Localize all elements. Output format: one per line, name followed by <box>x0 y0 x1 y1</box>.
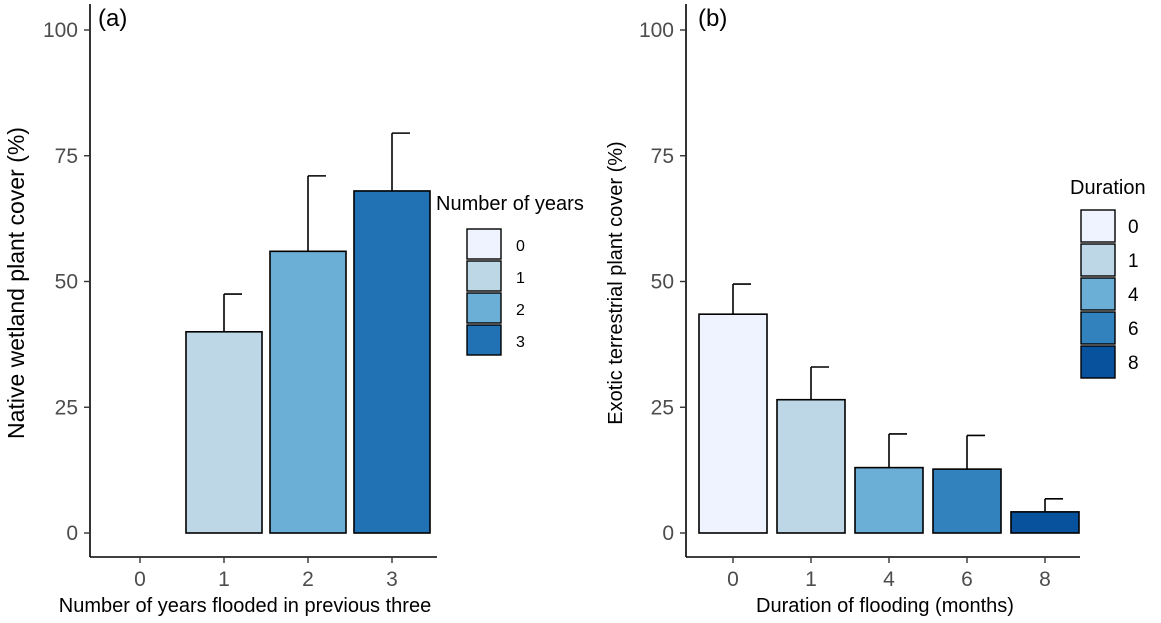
panel-b-legend-label: 8 <box>1128 353 1139 374</box>
panel-b-legend-key-8 <box>1080 345 1116 379</box>
panel-a-x-tick-label: 3 <box>386 568 398 591</box>
panel-b-y-tick-label: 100 <box>639 19 674 42</box>
panel-b-x-tick-label: 0 <box>727 568 739 591</box>
panel-b-x-tick-label: 1 <box>805 568 817 591</box>
panel-b-legend-label: 0 <box>1128 217 1139 238</box>
panel-b-y-tick-label: 0 <box>662 522 674 545</box>
panel-a-y-tick-label: 75 <box>55 145 78 168</box>
panel-b-legend-key-4 <box>1080 277 1116 311</box>
panel-a-legend-key-2 <box>466 292 502 324</box>
panel-b-bar-6 <box>932 468 1002 534</box>
panel-b-legend-key-6 <box>1080 311 1116 345</box>
panel-b-x-tick-label: 4 <box>883 568 895 591</box>
panel-b-y-tick-label: 50 <box>651 271 674 294</box>
panel-b-x-tick-label: 8 <box>1039 568 1051 591</box>
panel-a-x-tick-label: 1 <box>218 568 230 591</box>
panel-a-legend: Number of years 0 1 2 3 <box>436 193 584 356</box>
panel-a-bar-3 <box>353 190 431 534</box>
panel-b-legend-title: Duration <box>1070 177 1146 199</box>
panel-a-y-axis-title: Native wetland plant cover (%) <box>3 127 29 439</box>
panel-b-y-tick-label: 75 <box>651 145 674 168</box>
panel-b-bar-0 <box>698 313 768 534</box>
panel-a-bar-1 <box>185 330 263 534</box>
panel-a-y-tick-label: 25 <box>55 396 78 419</box>
panel-a-plot-area: 0 25 50 75 100 0 1 2 3 <box>43 4 437 591</box>
panel-a-legend-key-0 <box>466 228 502 260</box>
panel-a-x-tick-label: 2 <box>302 568 314 591</box>
panel-a-legend-label: 0 <box>516 238 525 255</box>
panel-b-legend-key-1 <box>1080 243 1116 277</box>
panel-b-y-axis-title: Exotic terrestrial plant cover (%) <box>605 141 627 424</box>
panel-a-legend-key-1 <box>466 260 502 292</box>
panel-a-y-tick-label: 0 <box>66 522 78 545</box>
panel-a-x-axis-title: Number of years flooded in previous thre… <box>59 595 431 617</box>
panel-a-x-tick-label: 0 <box>134 568 146 591</box>
panel-a-legend-label: 1 <box>516 270 525 287</box>
panel-b-legend-label: 1 <box>1128 251 1139 272</box>
panel-b-bar-1 <box>776 398 846 534</box>
panel-b-x-axis-title: Duration of flooding (months) <box>756 595 1014 617</box>
panel-a-legend-label: 3 <box>516 334 525 351</box>
panel-a-y-tick-label: 50 <box>55 271 78 294</box>
panel-a: (a) Native wetland plant cover (%) Numbe… <box>3 4 584 617</box>
panel-a-label: (a) <box>98 5 127 32</box>
panel-b-legend-label: 6 <box>1128 319 1139 340</box>
panel-b-label: (b) <box>698 5 727 32</box>
panel-b-x-tick-label: 6 <box>961 568 973 591</box>
panel-a-bar-2 <box>269 250 347 534</box>
panel-a-legend-key-3 <box>466 324 502 356</box>
panel-b: (b) Exotic terrestrial plant cover (%) D… <box>605 4 1146 617</box>
panel-b-legend-label: 4 <box>1128 285 1139 306</box>
panel-b-bar-4 <box>854 466 924 534</box>
panel-b-legend: Duration 0 1 4 6 8 <box>1070 177 1146 379</box>
panel-a-y-tick-label: 100 <box>43 19 78 42</box>
panel-a-legend-title: Number of years <box>436 193 584 215</box>
panel-b-legend-key-0 <box>1080 209 1116 243</box>
panel-b-plot-area: 0 25 50 75 100 0 1 4 6 8 <box>639 4 1080 591</box>
panel-a-legend-label: 2 <box>516 302 525 319</box>
panel-b-y-tick-label: 25 <box>651 396 674 419</box>
panel-b-bar-8 <box>1010 511 1080 534</box>
